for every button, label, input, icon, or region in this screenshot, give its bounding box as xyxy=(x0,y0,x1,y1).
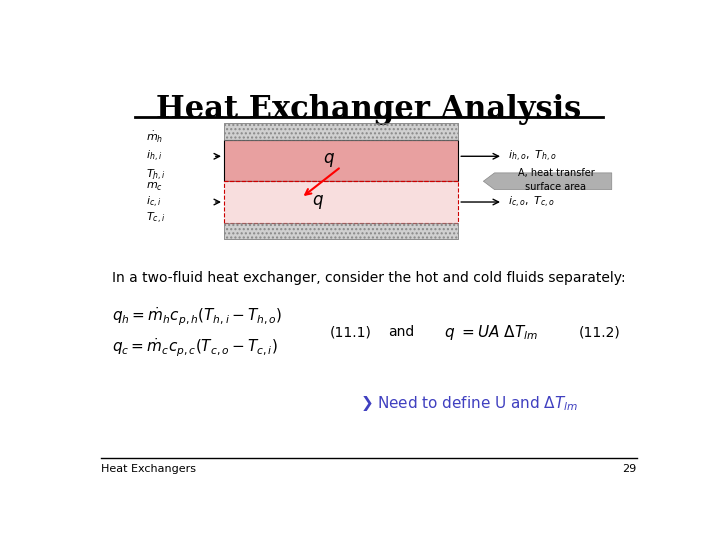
Text: In a two-fluid heat exchanger, consider the hot and cold fluids separately:: In a two-fluid heat exchanger, consider … xyxy=(112,271,626,285)
Text: $i_{c,o},\ T_{c,o}$: $i_{c,o},\ T_{c,o}$ xyxy=(508,194,556,210)
Text: $i_{h,i}$: $i_{h,i}$ xyxy=(145,148,162,164)
Text: (11.2): (11.2) xyxy=(578,325,620,339)
Text: and: and xyxy=(389,325,415,339)
Text: Heat Exchangers: Heat Exchangers xyxy=(101,464,196,474)
Text: surface area: surface area xyxy=(526,183,586,192)
Bar xyxy=(224,223,458,239)
Bar xyxy=(224,181,458,223)
FancyArrowPatch shape xyxy=(483,173,612,190)
Text: $T_{c,i}$: $T_{c,i}$ xyxy=(145,211,165,226)
Bar xyxy=(224,123,458,140)
Text: $q\ =UA\ \Delta T_{lm}$: $q\ =UA\ \Delta T_{lm}$ xyxy=(444,323,539,342)
Text: $i_{c,i}$: $i_{c,i}$ xyxy=(145,194,161,210)
Text: $T_{h,i}$: $T_{h,i}$ xyxy=(145,167,166,183)
Text: A, heat transfer: A, heat transfer xyxy=(518,168,594,178)
Text: ❯: ❯ xyxy=(361,396,374,411)
Text: $q_h = \dot{m}_h c_{p,h}(T_{h,i} - T_{h,o})$: $q_h = \dot{m}_h c_{p,h}(T_{h,i} - T_{h,… xyxy=(112,305,283,328)
Text: (11.1): (11.1) xyxy=(330,325,372,339)
Text: Heat Exchanger Analysis: Heat Exchanger Analysis xyxy=(156,94,582,125)
Text: $q$: $q$ xyxy=(312,193,323,211)
Text: $\dot{m}_h$: $\dot{m}_h$ xyxy=(145,130,163,145)
Bar xyxy=(224,140,458,181)
Text: Need to define U and $\Delta T_{lm}$: Need to define U and $\Delta T_{lm}$ xyxy=(377,394,579,413)
Bar xyxy=(224,123,458,140)
Text: 29: 29 xyxy=(623,464,637,474)
Text: $\dot{m}_c$: $\dot{m}_c$ xyxy=(145,178,163,193)
Text: $q_c = \dot{m}_c c_{p,c}(T_{c,o} - T_{c,i})$: $q_c = \dot{m}_c c_{p,c}(T_{c,o} - T_{c,… xyxy=(112,336,279,359)
Bar xyxy=(224,223,458,239)
Text: $i_{h,o},\ T_{h,o}$: $i_{h,o},\ T_{h,o}$ xyxy=(508,148,557,164)
Text: $q$: $q$ xyxy=(323,151,336,170)
